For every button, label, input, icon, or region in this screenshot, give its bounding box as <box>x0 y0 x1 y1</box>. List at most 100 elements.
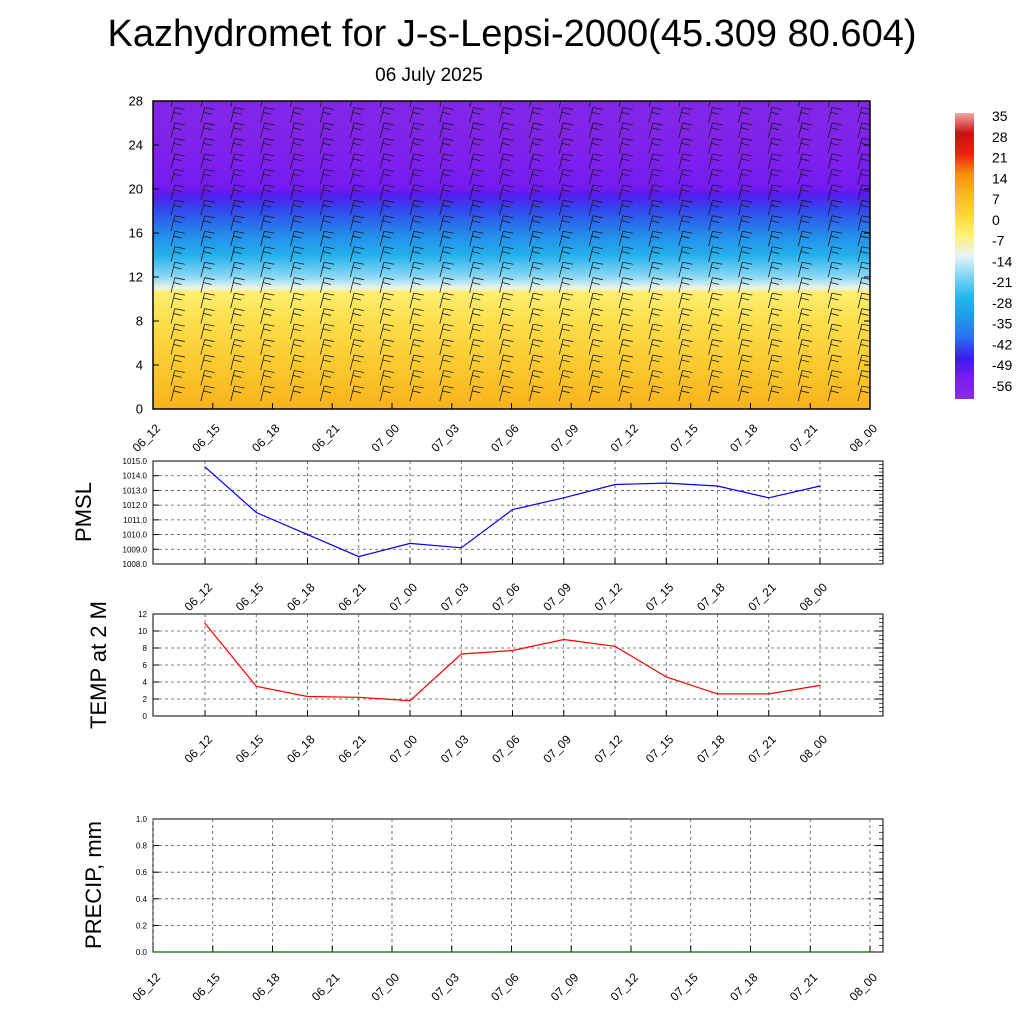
pmsl-y-label: PMSL <box>71 482 96 542</box>
wind-barb <box>290 101 293 108</box>
wind-barb <box>618 292 633 309</box>
wind-barb <box>409 215 424 231</box>
wind-barb <box>738 230 753 247</box>
wind-barb <box>379 323 394 340</box>
wind-barb <box>618 184 633 200</box>
wind-barb <box>588 107 604 123</box>
colorbar-label: -7 <box>992 233 1005 249</box>
data-point <box>409 542 411 545</box>
wind-barb <box>469 184 484 200</box>
wind-barb <box>558 101 562 108</box>
wind-barb <box>678 230 693 247</box>
data-point <box>630 951 632 953</box>
wind-barb <box>708 168 723 185</box>
data-point <box>819 684 821 687</box>
wind-barb <box>260 308 275 324</box>
wind-barb <box>200 292 215 309</box>
wind-barb <box>469 168 484 185</box>
wind-barb <box>857 323 870 340</box>
wind-barb <box>290 354 305 371</box>
wind-barb <box>618 122 633 139</box>
wind-barb <box>499 292 514 309</box>
colorbar-label: 35 <box>992 108 1008 124</box>
wind-barb <box>857 122 870 139</box>
x-tick-label: 07_03 <box>438 580 472 614</box>
wind-barb <box>618 354 633 371</box>
wind-barb <box>678 385 693 402</box>
wind-barb <box>230 308 245 324</box>
y-tick-label: 1009.0 <box>123 545 148 554</box>
data-point <box>358 556 360 558</box>
wind-barb <box>349 168 365 185</box>
wind-barb <box>529 168 544 185</box>
wind-barb <box>230 199 245 216</box>
wind-barb <box>618 323 633 340</box>
wind-barb <box>588 101 592 108</box>
wind-barb <box>708 215 723 231</box>
wind-barb <box>409 168 424 185</box>
wind-barb <box>678 101 681 108</box>
wind-barb <box>439 261 454 278</box>
wind-barb <box>499 184 514 200</box>
heatmap-x-tick-label: 07_18 <box>727 421 761 455</box>
wind-barb <box>588 199 604 216</box>
wind-barb <box>200 215 215 231</box>
wind-barb <box>349 385 365 402</box>
wind-barb <box>827 138 842 154</box>
wind-barb <box>379 122 394 139</box>
wind-barb <box>708 138 723 154</box>
wind-barb <box>618 261 633 278</box>
wind-barb <box>230 153 245 169</box>
wind-barb <box>469 246 484 262</box>
wind-barb <box>648 339 663 355</box>
wind-barb <box>200 261 215 278</box>
wind-barb <box>260 246 275 262</box>
wind-barb <box>648 370 663 386</box>
wind-barb <box>797 261 813 278</box>
wind-barb <box>648 292 663 309</box>
wind-barb <box>857 168 870 185</box>
wind-barb <box>558 199 574 216</box>
wind-barb <box>260 230 275 247</box>
plot-frame <box>152 818 884 953</box>
heatmap-x-tick-label: 06_18 <box>249 421 283 455</box>
wind-barb <box>768 323 783 340</box>
x-tick-label: 07_12 <box>592 580 626 614</box>
wind-barb <box>738 277 753 293</box>
wind-barb <box>499 138 514 154</box>
wind-barb <box>200 101 203 108</box>
heatmap-x-tick-label: 07_15 <box>667 421 701 455</box>
wind-barb <box>349 370 365 386</box>
wind-barb <box>678 323 693 340</box>
heatmap-x-tick-label: 08_00 <box>847 421 881 455</box>
wind-barb <box>379 261 394 278</box>
wind-barb <box>379 246 394 262</box>
data-point <box>391 951 393 953</box>
data-point <box>570 951 572 953</box>
wind-barb <box>260 168 275 185</box>
wind-barb <box>379 292 394 309</box>
wind-barb <box>469 354 484 371</box>
wind-barb <box>738 292 753 309</box>
wind-barb <box>260 385 275 402</box>
x-tick-label: 07_00 <box>387 732 421 766</box>
wind-barb <box>409 230 424 247</box>
wind-barb <box>648 122 663 139</box>
y-tick-label: 1010.0 <box>123 531 148 540</box>
wind-barb <box>319 246 335 262</box>
wind-barb <box>409 323 424 340</box>
wind-barb <box>588 261 604 278</box>
data-point <box>869 951 871 953</box>
wind-barb <box>827 215 842 231</box>
x-tick-label: 06_21 <box>309 970 343 1004</box>
colorbar-label: -56 <box>992 378 1012 394</box>
data-point <box>409 700 411 702</box>
wind-barb <box>499 277 514 293</box>
x-tick-label: 07_12 <box>608 970 642 1004</box>
wind-barb <box>439 107 454 123</box>
data-point <box>331 951 333 953</box>
x-tick-label: 06_15 <box>233 732 267 766</box>
wind-barb <box>529 107 544 123</box>
wind-barb <box>170 308 185 324</box>
wind-barb <box>708 308 723 324</box>
